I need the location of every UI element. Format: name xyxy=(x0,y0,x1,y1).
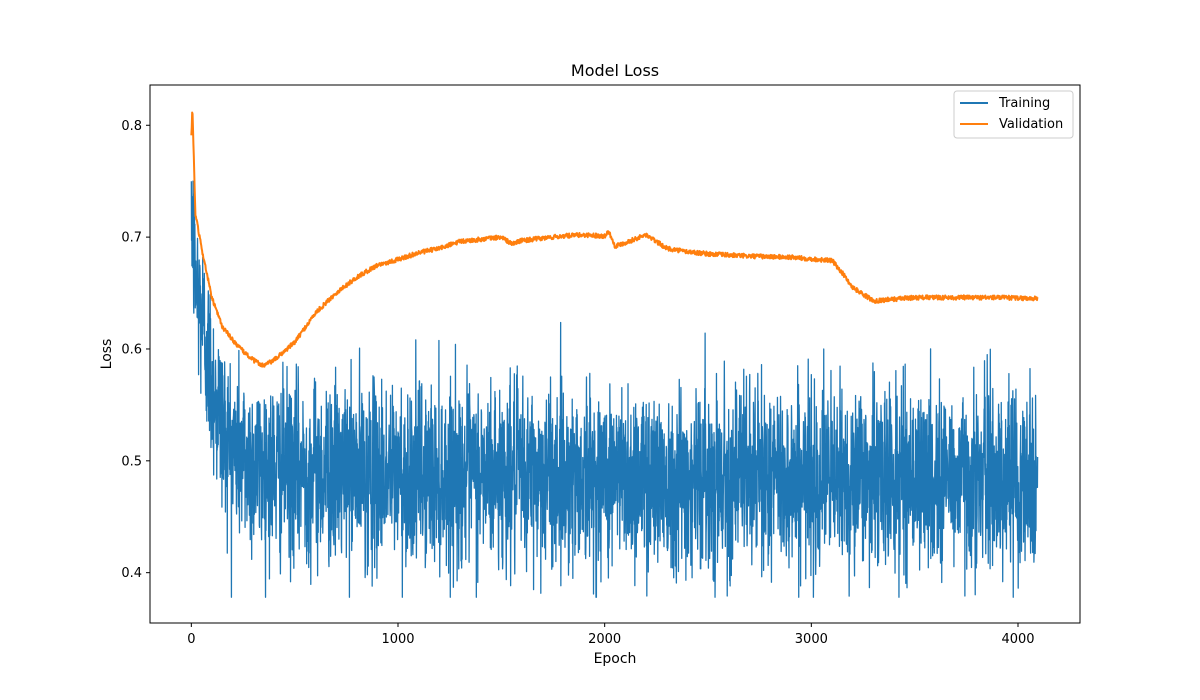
plot-frame xyxy=(149,84,1081,624)
series-layer xyxy=(190,111,1039,598)
x-axis-label: Epoch xyxy=(594,651,637,667)
series-line-training xyxy=(190,180,1039,598)
y-axis: 0.4 0.5 0.6 0.7 0.8 xyxy=(121,119,150,581)
x-tick-label: 3000 xyxy=(795,632,828,647)
y-tick-label: 0.4 xyxy=(121,566,142,581)
x-tick-label: 0 xyxy=(187,632,195,647)
legend-label-training: Training xyxy=(998,96,1050,111)
x-axis: 0 1000 2000 3000 4000 xyxy=(187,623,1035,647)
y-tick-label: 0.7 xyxy=(121,231,142,246)
y-axis-label: Loss xyxy=(99,339,115,370)
x-tick-label: 2000 xyxy=(588,632,621,647)
legend: Training Validation xyxy=(953,90,1074,139)
x-tick-label: 1000 xyxy=(381,632,414,647)
legend-label-validation: Validation xyxy=(999,117,1063,132)
y-tick-label: 0.5 xyxy=(121,454,142,469)
chart-title: Model Loss xyxy=(571,61,659,80)
y-tick-label: 0.8 xyxy=(121,119,142,134)
y-tick-label: 0.6 xyxy=(121,342,142,357)
series-line-validation xyxy=(190,111,1039,368)
x-tick-label: 4000 xyxy=(1001,632,1034,647)
